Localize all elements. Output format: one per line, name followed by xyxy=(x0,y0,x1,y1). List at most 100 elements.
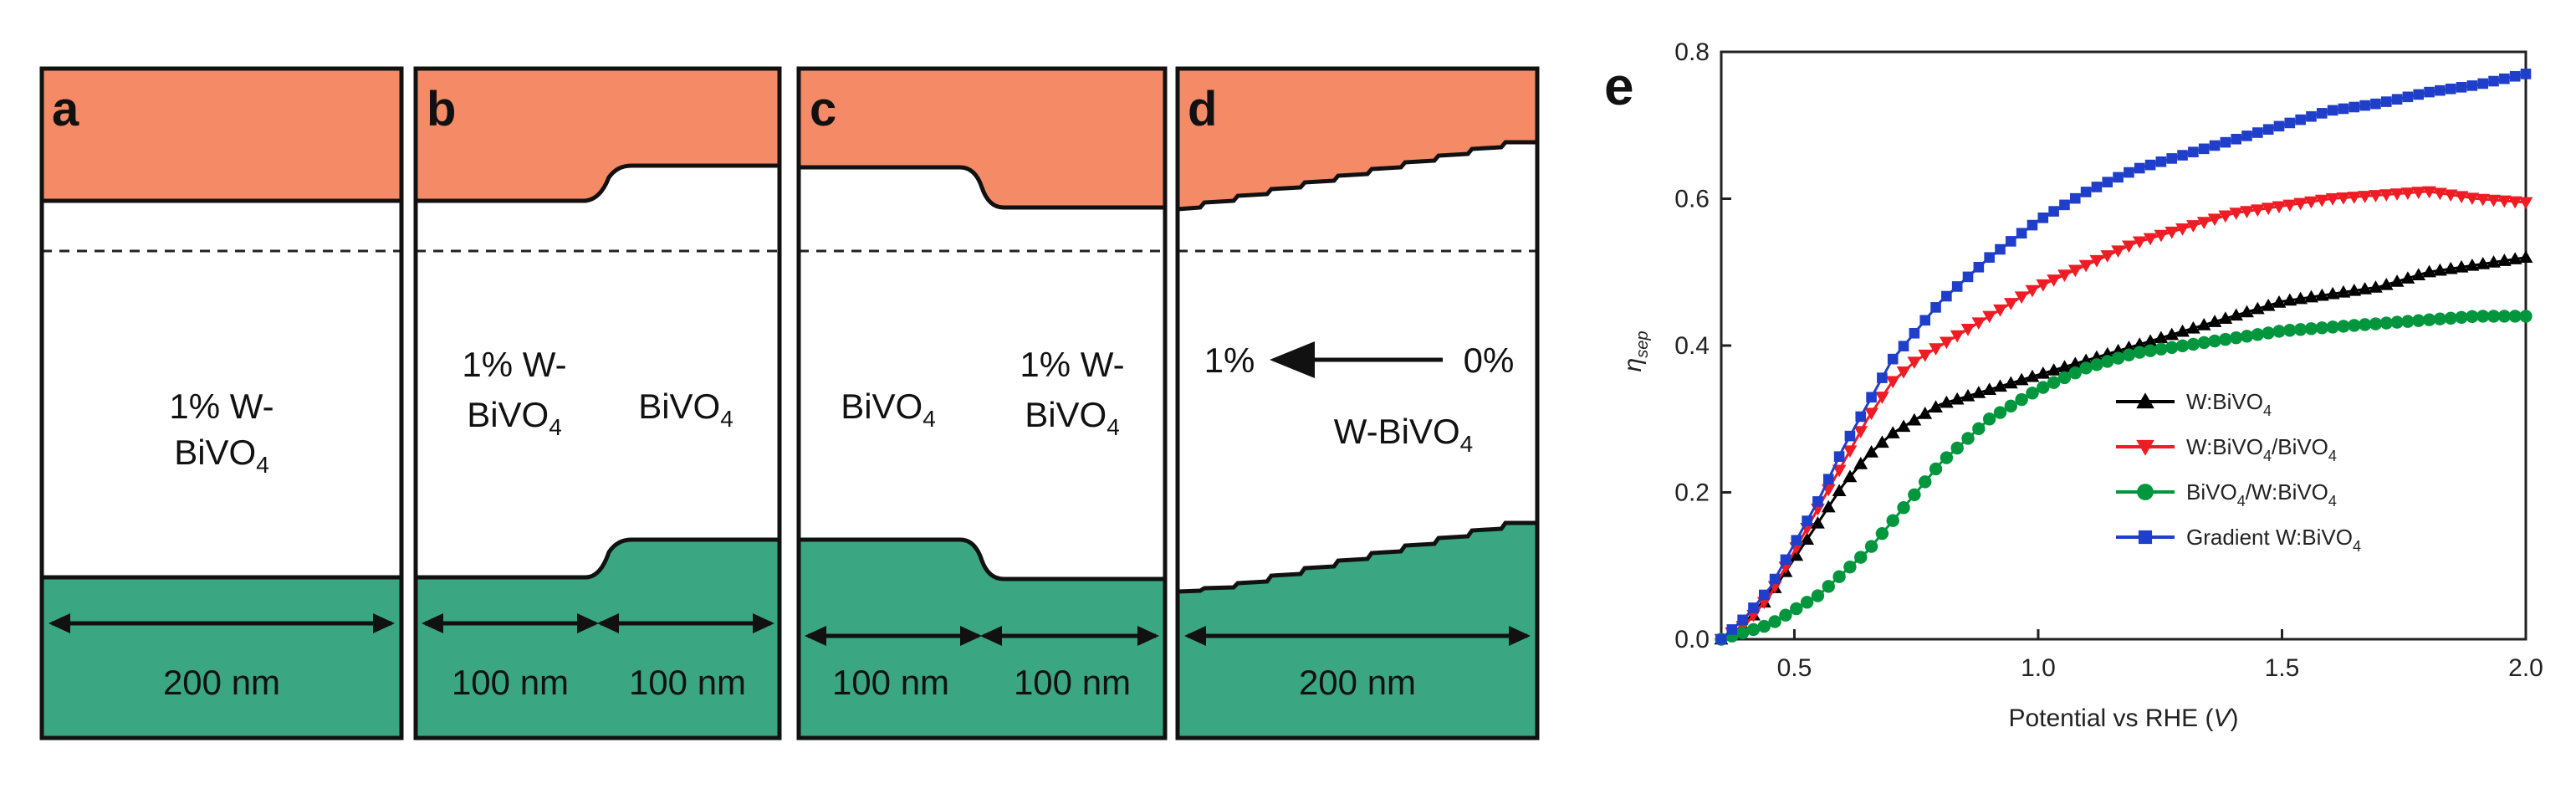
data-point xyxy=(2154,330,2169,344)
data-point xyxy=(2175,339,2190,353)
data-point xyxy=(2487,194,2501,207)
data-point xyxy=(2036,279,2051,292)
data-point xyxy=(2295,114,2306,126)
data-series xyxy=(1714,69,2533,647)
data-point xyxy=(2325,193,2340,206)
legend-item: BiVO4/W:BiVO4 xyxy=(2116,479,2337,510)
data-point xyxy=(1984,252,1995,263)
data-point xyxy=(1832,484,1847,497)
legend-subscript: 4 xyxy=(2263,402,2272,419)
series-square xyxy=(1715,69,2532,645)
data-point xyxy=(2466,80,2478,91)
chart-legend: W:BiVO4W:BiVO4/BiVO4BiVO4/W:BiVO4Gradien… xyxy=(2116,389,2361,555)
data-point xyxy=(2379,316,2393,330)
data-point xyxy=(2207,213,2222,227)
vb-edge xyxy=(1177,520,1537,594)
legend-text: W:BiVO xyxy=(2186,389,2263,414)
data-point xyxy=(2369,280,2383,293)
legend-text: /BiVO xyxy=(2272,434,2328,459)
data-point xyxy=(1843,469,1858,483)
label-subscript: 4 xyxy=(720,406,733,432)
data-point xyxy=(2412,314,2425,327)
data-point xyxy=(1843,560,1857,574)
data-point xyxy=(1790,602,1803,616)
data-point xyxy=(2273,120,2285,132)
data-point xyxy=(2003,376,2018,389)
data-point xyxy=(1768,615,1781,628)
data-point xyxy=(1802,515,1812,526)
x-label-end: ) xyxy=(2231,704,2239,732)
data-point xyxy=(1993,304,2007,317)
data-point xyxy=(1812,496,1823,507)
material-label: W-BiVO4 xyxy=(1334,412,1473,457)
data-point xyxy=(2411,187,2426,200)
data-point xyxy=(2047,274,2062,287)
arrowhead xyxy=(960,626,982,646)
data-point xyxy=(2122,240,2136,254)
data-point xyxy=(1908,488,1921,502)
data-point xyxy=(2175,324,2190,337)
panel-letter: a xyxy=(52,82,79,136)
width-label-left: 100 nm xyxy=(452,663,569,702)
data-point xyxy=(2101,355,2114,368)
data-point xyxy=(2402,91,2414,103)
data-point xyxy=(2314,288,2329,301)
material-label-bottom: BiVO4 xyxy=(1025,395,1120,440)
data-point xyxy=(1982,310,1997,324)
data-point xyxy=(2327,105,2338,116)
data-point xyxy=(2284,117,2296,129)
data-point xyxy=(1885,376,1900,389)
panel-frame xyxy=(413,66,782,740)
data-point xyxy=(2047,376,2061,389)
data-point xyxy=(2113,172,2124,183)
data-point xyxy=(1993,379,2007,392)
y-tick-label: 0.4 xyxy=(1674,332,1710,360)
panel-frame xyxy=(796,66,1168,740)
data-point xyxy=(1960,324,1975,336)
data-point xyxy=(2316,108,2328,119)
data-point xyxy=(2422,313,2436,326)
data-point xyxy=(2124,167,2134,178)
data-point xyxy=(2369,317,2383,330)
data-point xyxy=(2358,282,2372,295)
data-point xyxy=(2134,162,2145,174)
data-point xyxy=(2016,228,2027,239)
data-point xyxy=(1833,451,1845,462)
legend-subscript: 4 xyxy=(2237,493,2246,510)
data-point xyxy=(1940,451,1954,464)
data-point xyxy=(2272,201,2287,214)
data-point xyxy=(1832,464,1847,478)
legend-text: BiVO xyxy=(2186,479,2237,505)
data-point xyxy=(2026,387,2039,400)
data-point xyxy=(1971,317,1986,330)
data-point xyxy=(1919,475,1932,489)
label-subscript: 4 xyxy=(549,414,562,440)
band-panel-a: a 1% W- BiVO4 200 nm xyxy=(39,66,404,740)
data-point xyxy=(1993,406,2007,419)
data-point xyxy=(2185,320,2200,334)
data-point xyxy=(2455,310,2468,325)
data-point xyxy=(2027,219,2038,231)
label-text: W-BiVO xyxy=(1334,412,1460,451)
data-point xyxy=(1800,596,1814,609)
panel-letter: e xyxy=(1604,56,1634,116)
data-point xyxy=(2422,186,2436,199)
data-point xyxy=(1726,624,1738,635)
band-gap xyxy=(416,166,779,577)
data-point xyxy=(1941,290,1952,302)
legend-subscript: 4 xyxy=(2328,448,2337,464)
band-panel-b: b 1% W- BiVO4 BiVO4 100 nm 100 nm xyxy=(413,66,782,740)
data-point xyxy=(2100,250,2115,263)
data-point xyxy=(2111,351,2125,365)
data-point xyxy=(2519,310,2533,323)
data-point xyxy=(2067,356,2083,370)
data-point xyxy=(2069,192,2081,204)
data-point xyxy=(2336,192,2351,205)
data-point xyxy=(2240,330,2254,343)
data-point xyxy=(2476,193,2491,207)
data-point xyxy=(2282,199,2297,213)
data-point xyxy=(2089,254,2104,268)
x-axis-label: Potential vs RHE (V) xyxy=(2008,704,2238,732)
width-label-left: 100 nm xyxy=(832,663,949,702)
data-point xyxy=(2262,326,2275,340)
